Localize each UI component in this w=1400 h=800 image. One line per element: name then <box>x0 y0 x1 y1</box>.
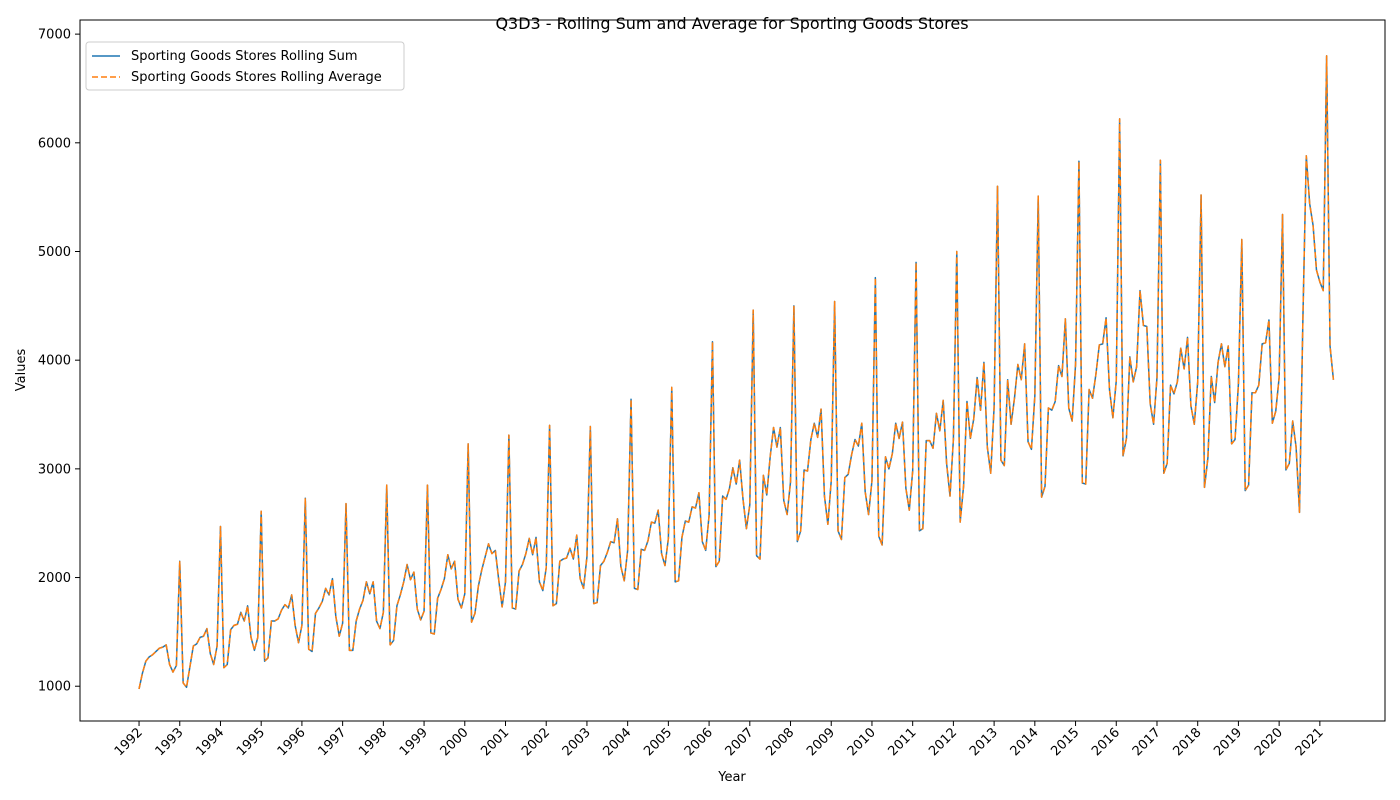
legend: Sporting Goods Stores Rolling Sum Sporti… <box>85 41 405 91</box>
x-tick-label: 2019 <box>1211 725 1245 759</box>
legend-box <box>85 41 405 91</box>
x-tick-label: 2020 <box>1252 725 1286 759</box>
x-tick-label: 2003 <box>560 725 594 759</box>
x-tick-label: 2009 <box>804 725 838 759</box>
x-tick-label: 2007 <box>723 725 757 759</box>
series-line-rolling-sum <box>138 55 1335 690</box>
y-axis: 1000 2000 3000 4000 5000 6000 7000 <box>38 28 80 695</box>
x-tick-label: 1997 <box>315 725 349 759</box>
x-tick-label: 2011 <box>885 725 919 759</box>
x-tick-label: 1993 <box>153 725 187 759</box>
x-tick-label: 1998 <box>356 725 390 759</box>
x-tick-label: 2006 <box>682 725 716 759</box>
y-tick-label: 7000 <box>38 28 71 43</box>
x-axis-label: Year <box>717 770 746 785</box>
plot-frame <box>79 19 1386 722</box>
x-tick-label: 1994 <box>193 725 227 759</box>
x-tick-label: 1996 <box>275 725 309 759</box>
series-line-rolling-average <box>138 55 1335 690</box>
x-tick-label: 2005 <box>641 725 675 759</box>
x-tick-label: 2016 <box>1089 725 1123 759</box>
x-tick-label: 2013 <box>967 725 1001 759</box>
x-tick-label: 2008 <box>763 725 797 759</box>
x-tick-label: 1999 <box>397 725 431 759</box>
x-tick-label: 2015 <box>1048 725 1082 759</box>
x-tick-label: 2021 <box>1293 725 1327 759</box>
y-axis-label: Values <box>14 349 29 392</box>
x-tick-label: 2014 <box>1008 725 1042 759</box>
plot-area <box>138 55 1335 690</box>
chart-title: Q3D3 - Rolling Sum and Average for Sport… <box>495 14 968 33</box>
x-tick-label: 1995 <box>234 725 268 759</box>
x-tick-label: 2000 <box>438 725 472 759</box>
x-tick-label: 2017 <box>1130 725 1164 759</box>
x-tick-label: 2018 <box>1171 725 1205 759</box>
x-tick-label: 2002 <box>519 725 553 759</box>
legend-label-rolling-sum: Sporting Goods Stores Rolling Sum <box>131 49 358 64</box>
y-tick-label: 1000 <box>38 680 71 695</box>
x-tick-label: 2012 <box>926 725 960 759</box>
legend-label-rolling-average: Sporting Goods Stores Rolling Average <box>131 70 382 85</box>
x-tick-label: 2010 <box>845 725 879 759</box>
x-tick-label: 2004 <box>600 725 634 759</box>
x-tick-label: 2001 <box>478 725 512 759</box>
y-tick-label: 6000 <box>38 136 71 151</box>
x-tick-label: 1992 <box>112 725 146 759</box>
y-tick-label: 3000 <box>38 462 71 477</box>
y-tick-label: 4000 <box>38 354 71 369</box>
y-tick-label: 5000 <box>38 245 71 260</box>
y-tick-label: 2000 <box>38 571 71 586</box>
x-axis: 1992 1993 1994 1995 1996 1997 1998 1999 2000 2001… <box>112 721 1327 759</box>
